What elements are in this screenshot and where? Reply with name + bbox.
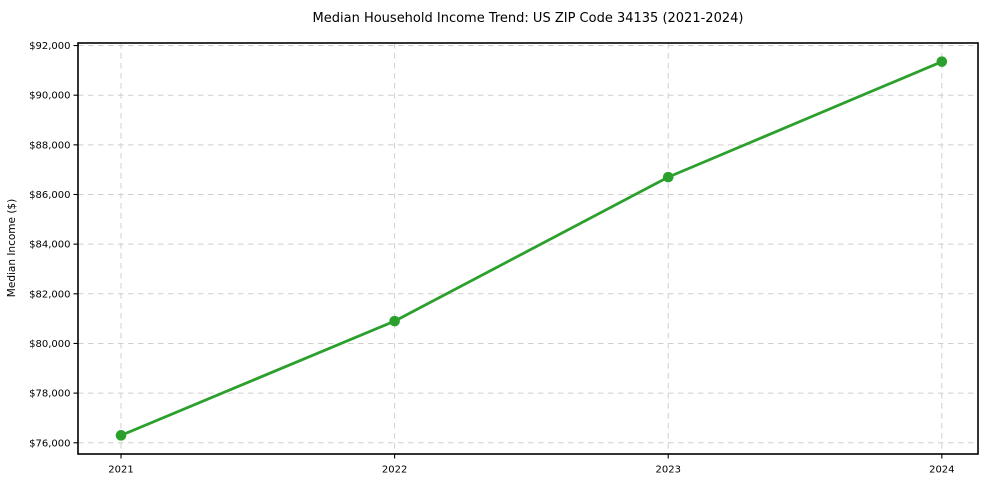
x-tick-label: 2021 [108,465,133,476]
y-tick-label: $86,000 [29,190,70,201]
data-point-2022 [389,315,400,327]
chart-title: Median Household Income Trend: US ZIP Co… [313,11,744,26]
y-tick-label: $76,000 [29,438,70,449]
y-tick-label: $80,000 [29,339,70,350]
y-tick-label: $92,000 [29,41,70,52]
x-tick-label: 2024 [929,465,954,476]
trend-line-series [115,56,948,441]
axis-ticks-and-labels: $76,000 $78,000 $80,000 $82,000 $84,000 $86,0… [29,41,954,475]
y-tick-label: $78,000 [29,389,70,400]
gridlines [78,43,978,454]
data-point-2021 [115,430,127,441]
y-tick-label: $88,000 [29,140,70,151]
y-tick-label: $82,000 [29,289,70,300]
x-tick-label: 2023 [655,465,680,476]
y-tick-label: $90,000 [29,91,70,102]
income-trend-line [120,60,943,437]
data-point-2024 [936,56,948,67]
x-tick-label: 2022 [382,465,407,476]
data-point-2023 [662,171,674,183]
y-axis-label: Median Income ($) [6,199,18,297]
y-tick-label: $84,000 [29,240,70,251]
plot-border [77,42,979,455]
